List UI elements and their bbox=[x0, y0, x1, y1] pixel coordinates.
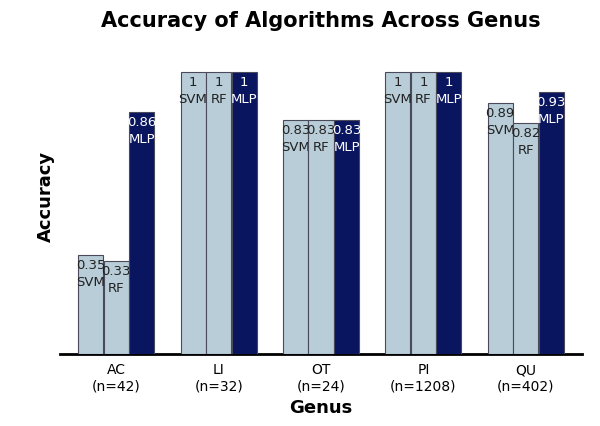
Bar bbox=[283, 120, 308, 354]
Text: SVM: SVM bbox=[281, 141, 310, 154]
Bar bbox=[308, 120, 334, 354]
Text: RF: RF bbox=[415, 93, 431, 106]
Bar bbox=[206, 72, 231, 354]
Text: 0.89: 0.89 bbox=[485, 107, 515, 120]
Bar bbox=[130, 112, 154, 354]
Text: 1: 1 bbox=[214, 76, 223, 89]
Y-axis label: Accuracy: Accuracy bbox=[37, 150, 55, 242]
Text: RF: RF bbox=[108, 282, 125, 295]
Text: 0.33: 0.33 bbox=[101, 265, 131, 278]
Text: SVM: SVM bbox=[485, 124, 515, 137]
Bar bbox=[513, 123, 538, 354]
Bar bbox=[436, 72, 461, 354]
Bar bbox=[181, 72, 206, 354]
Text: MLP: MLP bbox=[231, 93, 257, 106]
Text: 0.93: 0.93 bbox=[536, 96, 566, 109]
Text: RF: RF bbox=[313, 141, 329, 154]
Text: MLP: MLP bbox=[333, 141, 360, 154]
Text: 1: 1 bbox=[445, 76, 453, 89]
Text: RF: RF bbox=[517, 144, 534, 157]
Text: SVM: SVM bbox=[179, 93, 208, 106]
Text: 1: 1 bbox=[394, 76, 402, 89]
Text: RF: RF bbox=[211, 93, 227, 106]
Text: 1: 1 bbox=[189, 76, 197, 89]
Text: 1: 1 bbox=[240, 76, 248, 89]
Text: 0.82: 0.82 bbox=[511, 127, 541, 140]
X-axis label: Genus: Genus bbox=[289, 399, 353, 417]
Bar bbox=[411, 72, 436, 354]
Bar bbox=[488, 103, 512, 354]
Text: MLP: MLP bbox=[128, 132, 155, 146]
Bar bbox=[385, 72, 410, 354]
Text: 0.83: 0.83 bbox=[281, 124, 310, 137]
Title: Accuracy of Algorithms Across Genus: Accuracy of Algorithms Across Genus bbox=[101, 11, 541, 31]
Text: 1: 1 bbox=[419, 76, 428, 89]
Text: 0.86: 0.86 bbox=[127, 116, 157, 129]
Bar bbox=[539, 92, 564, 354]
Text: 0.35: 0.35 bbox=[76, 259, 106, 272]
Text: 0.83: 0.83 bbox=[332, 124, 361, 137]
Bar bbox=[232, 72, 257, 354]
Text: SVM: SVM bbox=[76, 276, 105, 289]
Bar bbox=[104, 261, 129, 354]
Text: MLP: MLP bbox=[538, 113, 565, 126]
Bar bbox=[78, 255, 103, 354]
Bar bbox=[334, 120, 359, 354]
Text: MLP: MLP bbox=[436, 93, 462, 106]
Text: SVM: SVM bbox=[383, 93, 412, 106]
Text: 0.83: 0.83 bbox=[307, 124, 335, 137]
